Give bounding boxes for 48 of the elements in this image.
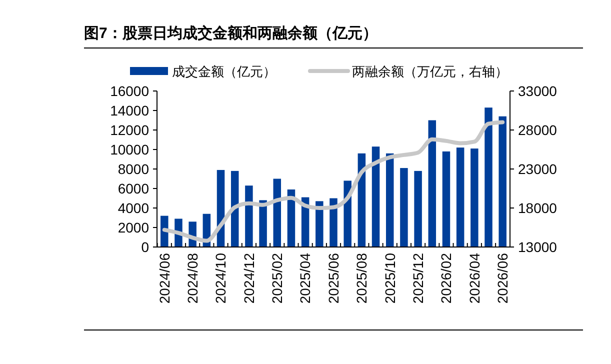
bar [386,153,394,247]
y2-tick-label: 33000 [518,82,558,99]
bar [428,120,436,247]
y-tick-label: 8000 [118,160,150,177]
bar [498,116,506,247]
y2-tick-label: 28000 [518,122,558,138]
x-tick-label: 2026/04 [466,252,482,304]
x-tick-label: 2024/10 [212,252,229,304]
bar [484,108,492,247]
x-tick-label: 2025/02 [269,252,286,304]
legend-label: 成交金额（亿元） [172,64,276,79]
y2-tick-label: 23000 [518,160,558,177]
line-series [162,120,505,243]
x-tick-label: 2024/06 [156,252,172,304]
y-tick-label: 4000 [118,200,150,216]
y-tick-label: 16000 [110,82,150,99]
x-tick-label: 2025/04 [297,252,314,304]
bar [330,198,338,247]
bar [259,200,267,247]
legend-label: 两融余额（万亿元，右轴） [352,64,508,79]
y-tick-label: 14000 [110,102,150,118]
bar [372,146,380,247]
bar [316,201,324,247]
bar [414,170,422,247]
bar [442,151,450,247]
bar [245,186,253,247]
x-tick-label: 2025/08 [354,252,370,304]
y-tick-label: 12000 [110,122,150,138]
bar [273,178,282,247]
x-tick-label: 2025/10 [382,252,398,304]
y2-tick-label: 18000 [518,200,558,216]
bar [456,148,464,247]
bar [230,170,239,247]
x-tick-label: 2025/12 [410,252,426,304]
y2-tick-label: 13000 [518,238,558,255]
y-tick-label: 10000 [110,141,150,158]
chart-title: 图7：股票日均成交金额和两融余额（亿元） [84,24,378,42]
x-tick-label: 2024/12 [240,252,257,304]
x-tick-label: 2026/02 [438,252,454,304]
bar [160,216,168,247]
bar [470,148,478,247]
y-tick-label: 0 [141,238,150,255]
x-tick-label: 2024/08 [184,252,200,304]
y-tick-label: 6000 [118,180,150,196]
bar [400,168,408,247]
y-tick-label: 2000 [118,219,150,236]
x-tick-label: 2026/06 [494,252,510,304]
x-tick-label: 2025/06 [325,252,342,304]
